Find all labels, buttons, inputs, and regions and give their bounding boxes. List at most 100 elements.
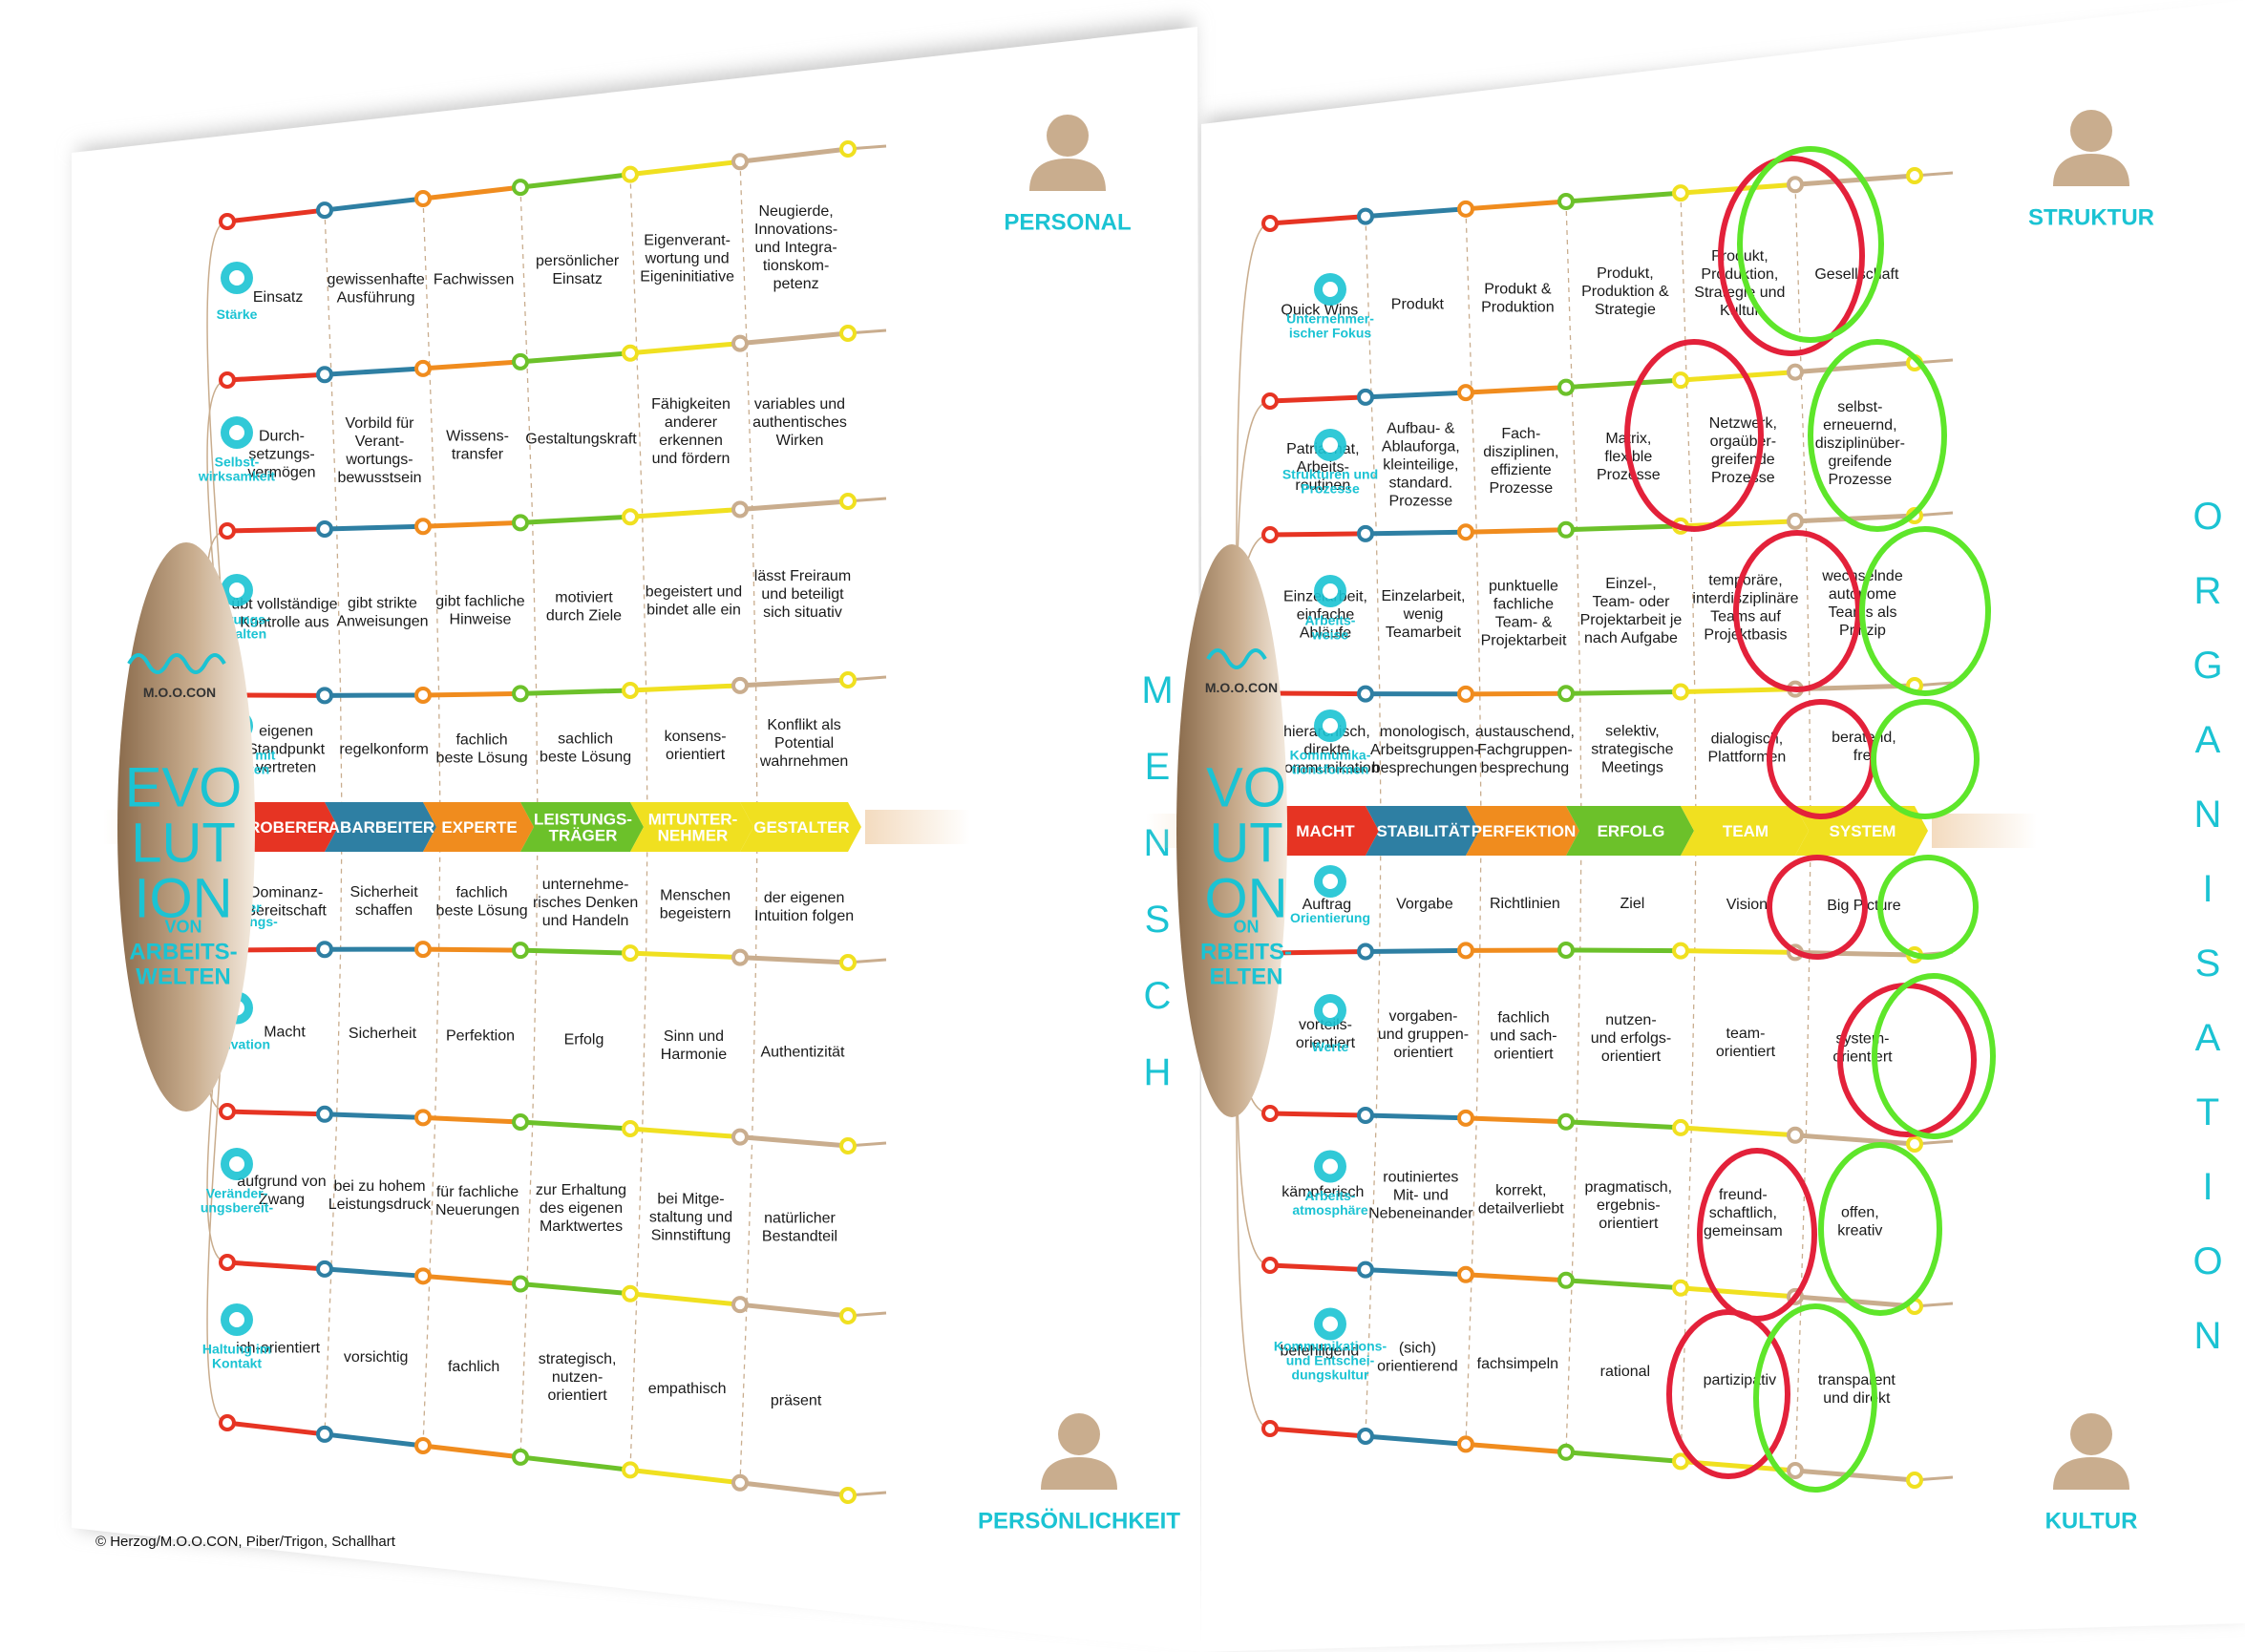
magnifier-dollar-icon xyxy=(1314,273,1346,306)
person-head xyxy=(1047,115,1089,157)
level-node xyxy=(731,676,749,694)
vertical-title-letter: H xyxy=(1144,1051,1172,1093)
level-node xyxy=(1787,1462,1804,1479)
level-line-segment xyxy=(1363,206,1469,220)
level-line-segment xyxy=(420,946,523,953)
level-line-segment xyxy=(737,677,851,688)
cell-text: Vorbild für Verant-wortungs-bewusstsein xyxy=(337,415,421,486)
level-line-segment xyxy=(1563,1119,1684,1131)
stage-label: GESTALTER xyxy=(753,818,849,837)
level-node xyxy=(1357,1428,1374,1445)
level-line-segment xyxy=(322,1112,426,1120)
level-line-segment xyxy=(1463,1115,1569,1125)
cell-text: Vision xyxy=(1726,897,1768,913)
level-node xyxy=(731,948,749,966)
cell-text: (sich) orientierend xyxy=(1377,1340,1458,1374)
level-node xyxy=(512,685,529,703)
level-node xyxy=(839,1487,857,1504)
level-line-segment xyxy=(1792,1133,1917,1147)
stage-label: TEAM xyxy=(1723,822,1768,840)
level-line-segment xyxy=(1363,390,1469,400)
faces-icon xyxy=(1314,1150,1346,1183)
person-head xyxy=(2070,110,2112,152)
level-line-segment xyxy=(627,341,743,356)
plant-hand-icon xyxy=(221,416,253,449)
level-node xyxy=(1672,1118,1689,1136)
level-node xyxy=(1457,1265,1474,1283)
column-divider xyxy=(1565,201,1582,1452)
handshake-icon xyxy=(221,1303,253,1336)
cell-text: Dominanz-Bereitschaft xyxy=(245,884,327,919)
cell-text: sachlich beste Lösung xyxy=(540,731,631,765)
level-node xyxy=(1906,167,1923,184)
level-node xyxy=(839,954,857,971)
vertical-title-letter: O xyxy=(2192,496,2222,538)
level-node xyxy=(1357,1260,1374,1279)
icon-inner xyxy=(229,270,244,286)
level-node xyxy=(1261,392,1279,410)
icon-inner xyxy=(229,425,244,440)
head-arrows-icon xyxy=(221,1148,253,1180)
evolution-oval xyxy=(1176,544,1287,1117)
level-line-segment xyxy=(1463,690,1569,697)
structure-team-icon xyxy=(2053,110,2129,186)
row-label: Kommunikations-und Entschei-dungskultur xyxy=(1274,1338,1387,1382)
cell-text: lässt Freiraum und beteiligt sich situativ xyxy=(754,568,851,621)
evolution-subtitle: ARBEITS- xyxy=(129,939,237,964)
level-node xyxy=(1357,1107,1374,1125)
level-node xyxy=(839,671,857,688)
corner-title: STRUKTUR xyxy=(2028,204,2154,230)
evolution-subtitle: RBEITS- xyxy=(1200,939,1292,964)
level-line-segment xyxy=(322,1266,426,1279)
level-node xyxy=(1457,942,1474,960)
vertical-title-letter: I xyxy=(2202,868,2213,910)
cell-text: rational xyxy=(1600,1364,1650,1380)
level-line-segment xyxy=(1363,1112,1469,1121)
cell-text: empathisch xyxy=(648,1381,727,1397)
cell-text: Authentizität xyxy=(760,1044,845,1060)
cell-text: persönlicher Einsatz xyxy=(536,253,620,287)
level-node xyxy=(1787,1126,1804,1144)
row-label: Orientierung xyxy=(1290,910,1370,925)
icon-inner xyxy=(1323,583,1338,599)
level-line-segment xyxy=(1563,190,1684,204)
level-node xyxy=(316,519,333,538)
level-node xyxy=(622,1461,639,1479)
level-line-segment xyxy=(224,371,328,383)
compass-icon xyxy=(1314,865,1346,898)
level-node xyxy=(414,518,432,536)
stage-arrow xyxy=(325,802,436,852)
red-highlight-ellipse xyxy=(1733,530,1861,692)
evolution-title: VO xyxy=(1206,756,1286,818)
level-line-segment xyxy=(1792,360,1917,375)
vertical-title-letter: C xyxy=(1144,975,1172,1017)
cell-text: Quick Wins xyxy=(1281,303,1358,319)
corner-title: PERSÖNLICHKEIT xyxy=(978,1508,1180,1534)
cell-text: fachsimpeln xyxy=(1477,1356,1558,1372)
level-line-segment xyxy=(627,1467,743,1486)
level-node xyxy=(316,1260,333,1278)
level-line-segment xyxy=(1463,1272,1569,1283)
level-line-segment xyxy=(224,207,328,224)
level-node xyxy=(219,1414,236,1431)
level-line-segment xyxy=(1363,947,1469,955)
level-node xyxy=(1357,942,1374,961)
column-divider xyxy=(1680,193,1697,1462)
icon-inner xyxy=(1323,874,1338,889)
vertical-title-letter: A xyxy=(2195,1017,2221,1059)
stage-arrow xyxy=(1566,806,1694,856)
right-poster: MACHT STABILITÄT PERFEKTION ERFOLG TEAM SYSTE… xyxy=(1146,110,2223,1534)
level-node xyxy=(622,944,639,963)
level-node xyxy=(1557,941,1575,959)
ribbon-fade-right xyxy=(865,810,970,844)
cell-text: der eigenen Intuition folgen xyxy=(754,890,854,924)
level-line-segment xyxy=(420,184,523,201)
row-label: Haltung im Kontakt xyxy=(202,1341,271,1370)
level-node xyxy=(1787,512,1804,530)
level-node xyxy=(512,1448,529,1466)
evolution-title: UT xyxy=(1209,812,1282,874)
cell-text: regelkonform xyxy=(339,742,428,758)
level-line-segment xyxy=(1363,529,1469,537)
level-node xyxy=(414,1436,432,1454)
